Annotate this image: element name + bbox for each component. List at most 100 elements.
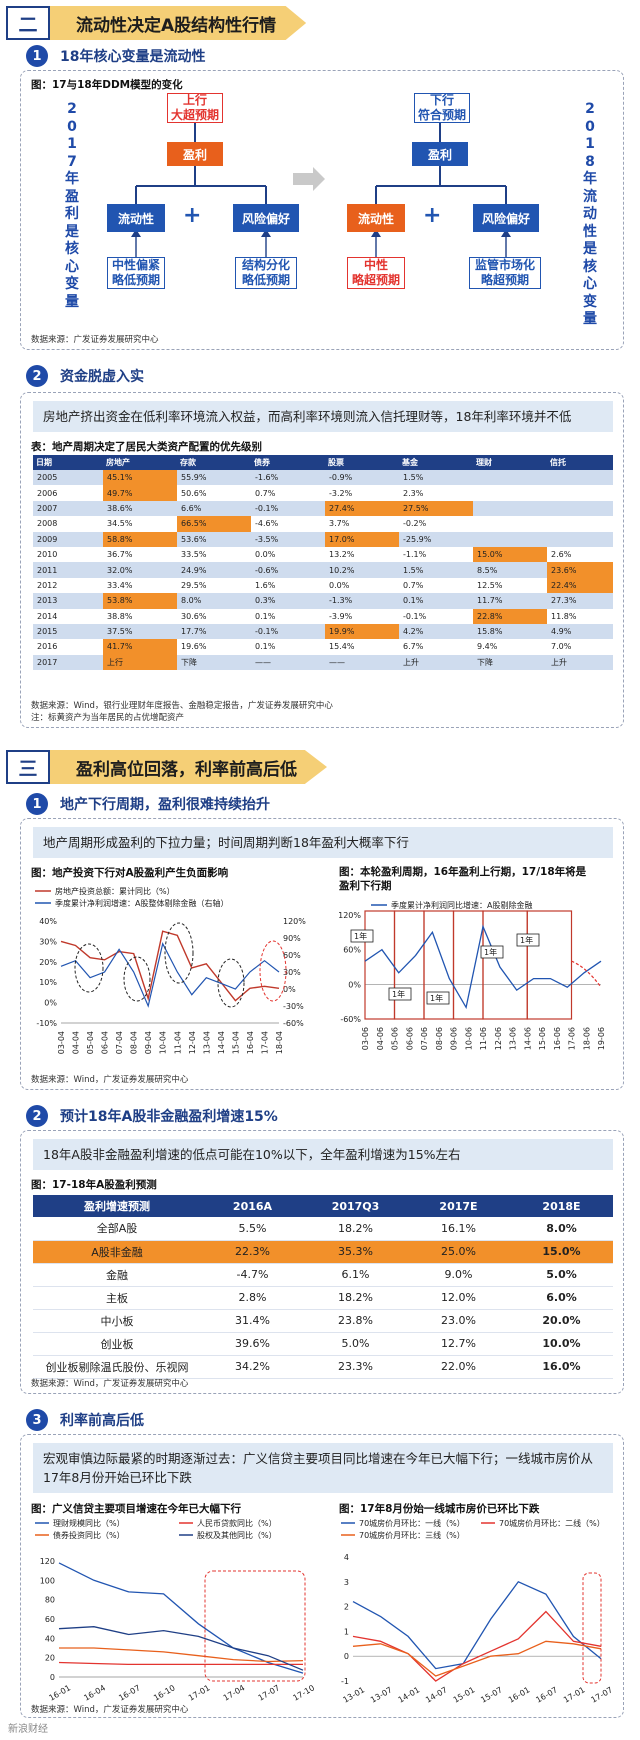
table-cell: 2015 — [33, 623, 103, 640]
table-cell: 10.0% — [510, 1332, 613, 1356]
series-line — [352, 1580, 602, 1670]
table-cell: -0.9% — [325, 470, 399, 486]
credit-growth-chart: 理财规模同比（%） 人民币贷款同比（%） 债券投资同比（%） 股权及其他同比（%） 0 2… — [35, 1518, 316, 1703]
table-cell: 6.1% — [304, 1263, 407, 1287]
series-line-earnings — [60, 941, 280, 1008]
table-cell: 2.6% — [551, 550, 572, 560]
series-line — [58, 1661, 303, 1666]
key-point: 宏观审慎边际最紧的时期逐渐过去：广义信贷主要项目同比增速在今年已大幅下行；一线城… — [33, 1443, 613, 1493]
x-tick-label: 03-04 — [57, 1031, 66, 1054]
series-line — [352, 1640, 602, 1677]
year-callout-label: 1年 — [392, 989, 405, 999]
table-cell: A股非金融 — [33, 1240, 201, 1264]
table-cell: 15.0% — [510, 1240, 613, 1264]
table-cell: 20.0% — [510, 1309, 613, 1333]
table-cell: 25.0% — [407, 1240, 510, 1264]
key-point: 18年A股非金融盈利增速的低点可能在10%以下，全年盈利增速为15%左右 — [33, 1139, 613, 1170]
y-tick-label: -60% — [340, 1015, 361, 1024]
subsection-number: 1 — [26, 793, 48, 815]
cycle-circle — [164, 922, 194, 984]
table-cell: -1.1% — [403, 550, 427, 560]
earnings-forecast-table: 盈利增速预测 2016A 2017Q3 2017E 2018E 全部A股 5.5% 18.2… — [33, 1195, 613, 1379]
table-cell: 36.7% — [107, 550, 133, 560]
chart-title: 图：广义信贷主要项目增速在今年已大幅下行 — [31, 1503, 241, 1515]
y-tick-label: -10% — [36, 1019, 57, 1028]
x-tick-label: 11-04 — [173, 1031, 182, 1054]
cycle-box — [393, 910, 425, 1020]
legend-label: 70城房价月环比：一线（%） — [359, 1518, 465, 1528]
table-cell: —— — [325, 654, 399, 671]
key-point: 房地产挤出资金在低利率环境流入权益，而高利率环境则流入信托理财等，18年利率环境… — [33, 401, 613, 432]
table-cell: —— — [251, 654, 325, 671]
column-header: 基金 — [399, 455, 473, 470]
y-tick-label: 3 — [344, 1578, 349, 1587]
table-cell: 66.5% — [177, 516, 251, 532]
x-tick-label: 04-04 — [72, 1031, 81, 1054]
table-cell: 33.4% — [107, 580, 133, 590]
table-row: 中小板 31.4% 23.8% 23.0% 20.0% — [33, 1309, 613, 1333]
table-row: 2008 34.5% 66.5% -4.6% 3.7% -0.2% — [33, 516, 613, 532]
table-cell: -4.6% — [255, 519, 279, 529]
cycle-circle — [259, 940, 287, 1002]
x-tick-label: 17-06 — [568, 1027, 577, 1050]
x-tick-label: 06-06 — [405, 1027, 414, 1050]
subsection-number: 3 — [26, 1409, 48, 1431]
column-header: 2016A — [201, 1195, 304, 1217]
y-tick-label: 60 — [45, 1615, 55, 1624]
x-tick-label: 05-06 — [391, 1027, 400, 1050]
table-title: 图：17-18年A股盈利预测 — [31, 1179, 157, 1191]
table-cell: -1.6% — [251, 470, 325, 486]
y-tick-label: 4 — [344, 1553, 349, 1562]
left-profit-expectation: 上行 大超预期 — [167, 93, 223, 123]
earnings-cycle-chart: 季度累计净利润同比增速：A股剔除金融 -60% 0% 60% 120% 03-06 04-0… — [338, 900, 606, 1050]
table-cell: 5.0% — [304, 1332, 407, 1356]
left-risk-expectation: 结构分化 略低预期 — [235, 257, 297, 289]
legend-label: 70城房价月环比：三线（%） — [359, 1530, 465, 1540]
x-tick-label: 12-04 — [188, 1031, 197, 1054]
cycle-box — [452, 910, 484, 1020]
x-tick-label: 14-06 — [523, 1027, 532, 1050]
table-cell — [473, 470, 547, 486]
year-callout — [516, 933, 540, 947]
section-title: 流动性决定A股结构性行情 — [50, 6, 307, 40]
x-tick-label: 08-06 — [435, 1027, 444, 1050]
data-source: 数据来源：Wind，广发证券发展研究中心 — [31, 1705, 189, 1715]
table-cell: 2008 — [37, 519, 58, 529]
table-cell: 创业板剔除温氏股份、乐视网 — [33, 1355, 201, 1379]
table-row: 创业板剔除温氏股份、乐视网 34.2% 23.3% 22.0% 16.0% — [33, 1355, 613, 1379]
table-row: 全部A股 5.5% 18.2% 16.1% 8.0% — [33, 1217, 613, 1241]
table-cell: 53.8% — [103, 593, 177, 609]
y-tick-label: 0 — [50, 1673, 55, 1682]
table-cell: 13.2% — [329, 550, 355, 560]
table-cell: 9.0% — [407, 1263, 510, 1287]
property-earnings-chart: 房地产投资总额：累计同比（%） 季度累计净利润增速：A股整体剔除金融（右轴） -10… — [35, 886, 306, 1054]
table-row: 2010 36.7% 33.5% 0.0% 13.2% -1.1% 15.0% 2.6% — [33, 546, 613, 563]
table-row: 2016 41.7% 19.6% 0.1% 15.4% 6.7% 9.4% 7.0% — [33, 639, 613, 655]
subsection-title: 利率前高后低 — [60, 1413, 144, 1429]
legend-label: 70城房价月环比：二线（%） — [499, 1518, 605, 1528]
section-number: 三 — [6, 750, 50, 784]
table-cell: 0.3% — [251, 593, 325, 609]
table-cell: 上行 — [103, 654, 177, 671]
table-cell — [547, 531, 613, 547]
legend-label: 房地产投资总额：累计同比（%） — [55, 886, 175, 896]
table-cell: 中小板 — [33, 1309, 201, 1333]
y-tick-label: 20% — [39, 958, 57, 967]
table-cell: -0.1% — [251, 500, 325, 517]
section-title: 盈利高位回落，利率前高后低 — [50, 750, 327, 784]
table-cell: 2016 — [37, 642, 58, 652]
column-header: 信托 — [547, 455, 613, 470]
table-cell: 15.0% — [473, 546, 547, 563]
table-cell: 3.7% — [329, 519, 350, 529]
y-tick-label: 40 — [45, 1634, 55, 1643]
subsection-heading: 2 资金脱虚入实 — [26, 364, 144, 388]
y-tick-label: 0% — [44, 999, 57, 1008]
section-banner: 二 流动性决定A股结构性行情 — [6, 6, 307, 40]
x-tick-label: 17-07 — [590, 1685, 615, 1704]
table-cell: 0.1% — [399, 593, 473, 609]
year-callout-label: 1年 — [520, 935, 533, 945]
y-tick-label: 60% — [283, 951, 301, 960]
legend-label: 人民币贷款同比（%） — [197, 1518, 277, 1528]
table-cell: 金融 — [33, 1263, 201, 1287]
